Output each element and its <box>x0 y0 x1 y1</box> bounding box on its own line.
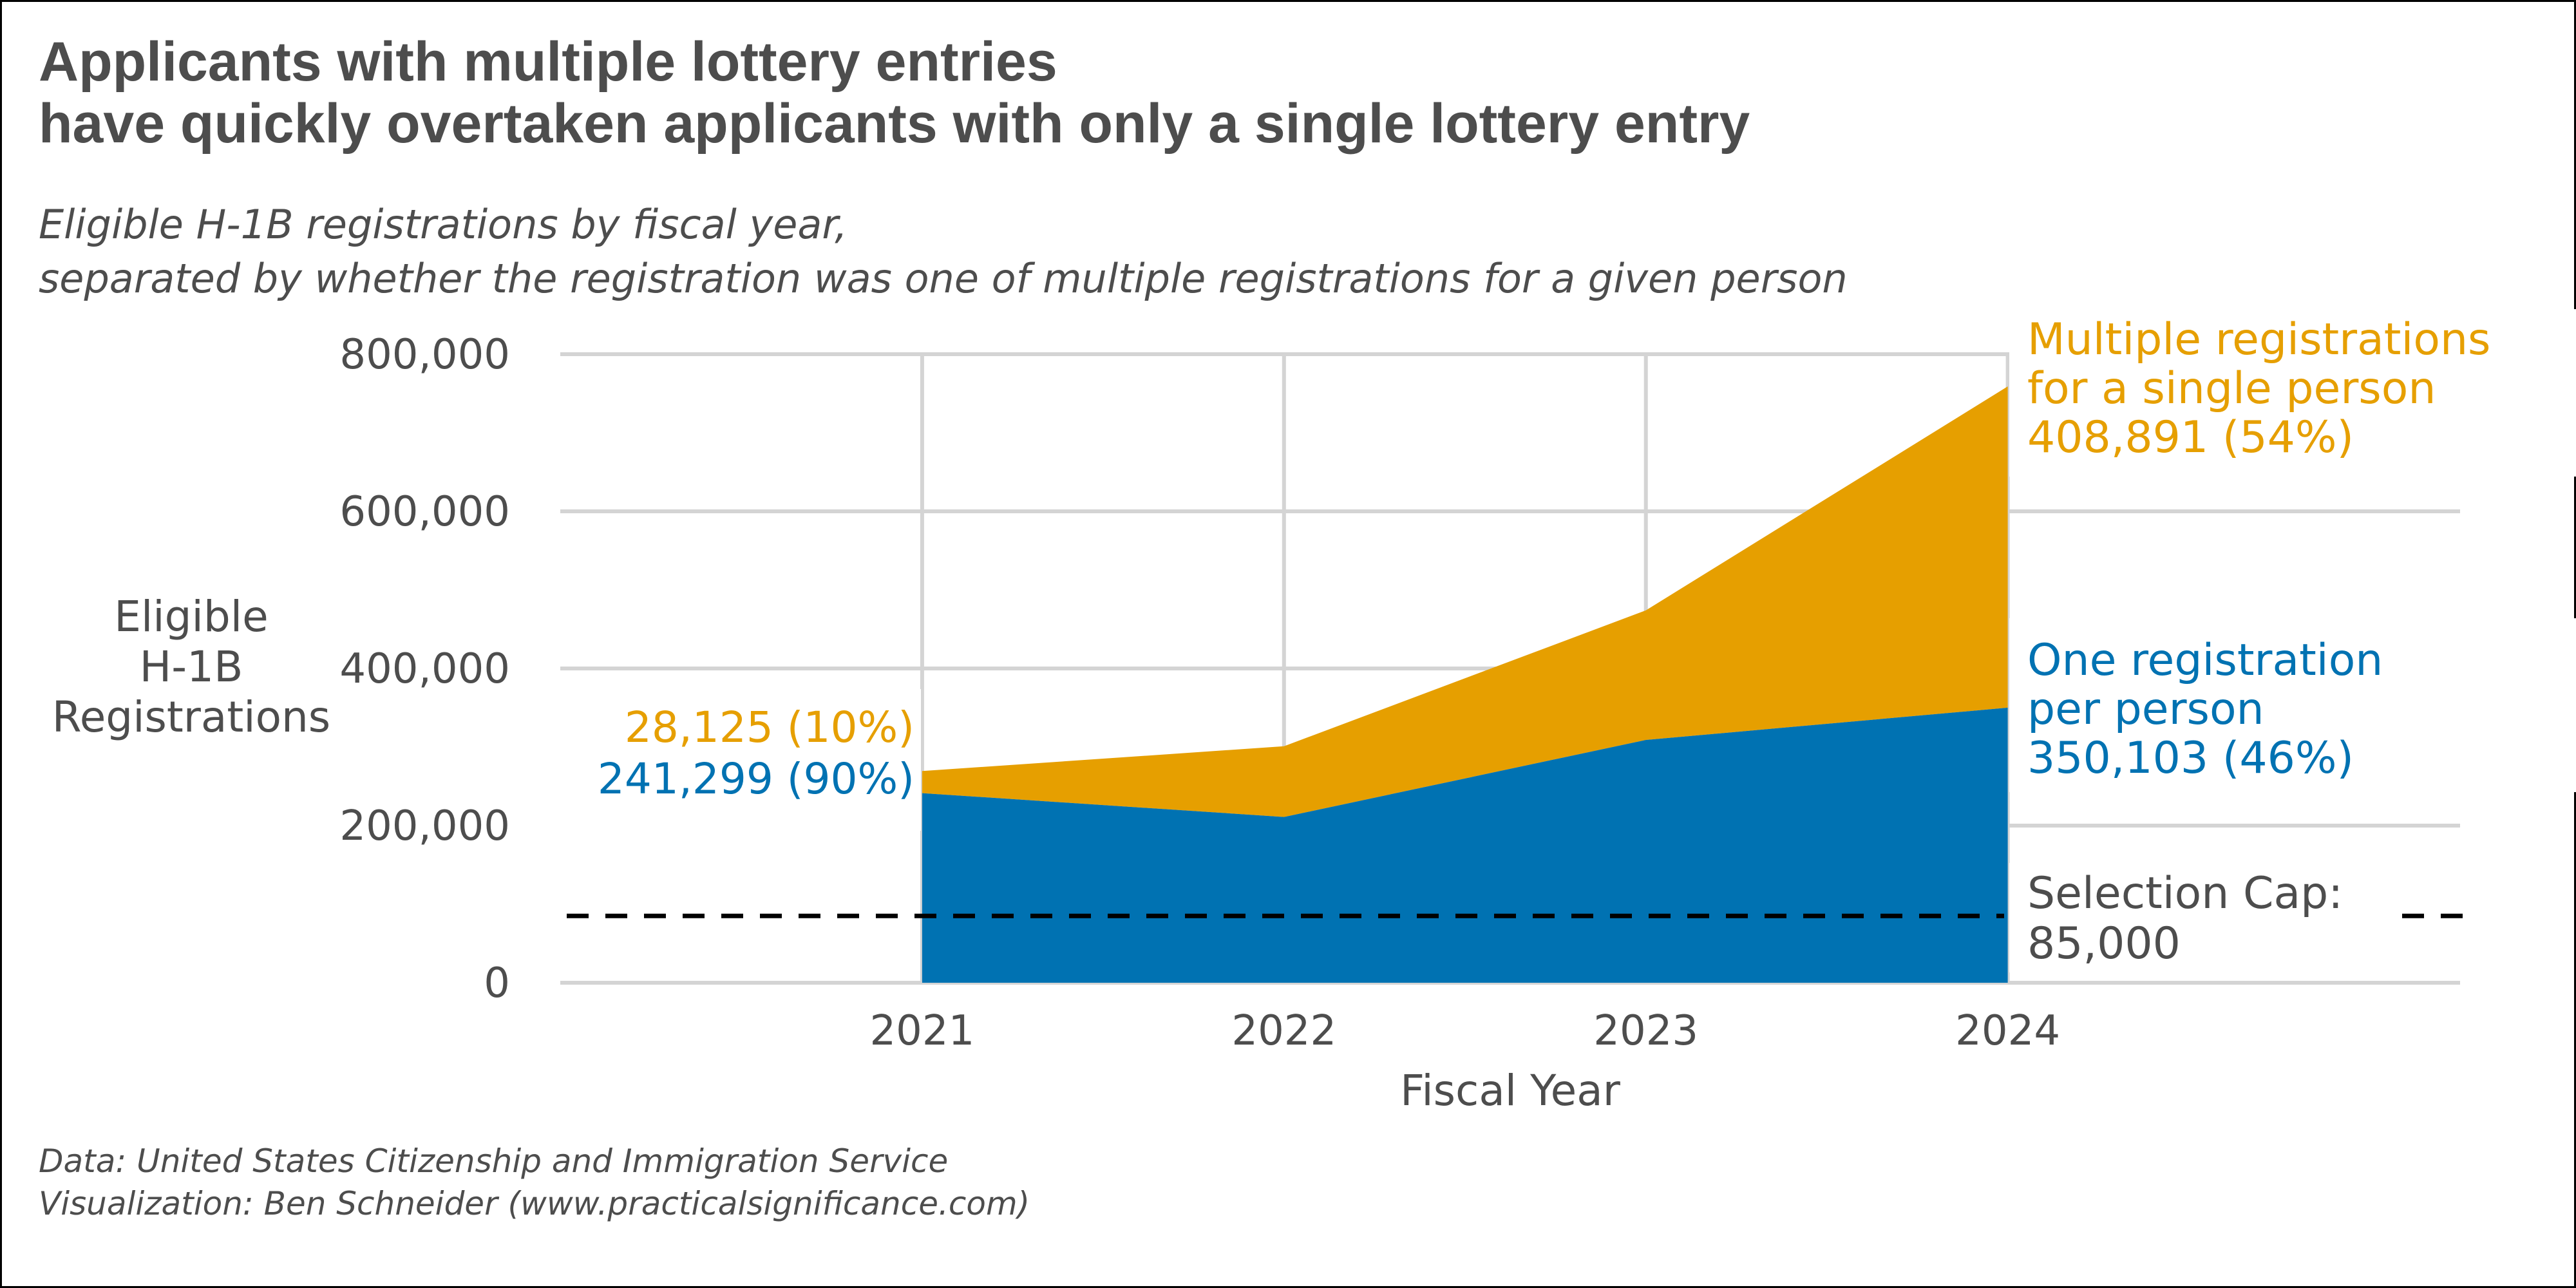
y-tick-label: 400,000 <box>339 645 510 693</box>
series-end-label: per person <box>2027 684 2264 735</box>
chart-title: have quickly overtaken applicants with o… <box>39 93 1750 155</box>
series-end-label: Multiple registrations <box>2027 314 2490 365</box>
chart-subtitle: separated by whether the registration wa… <box>39 255 1848 302</box>
area-series <box>922 386 2008 983</box>
x-tick-label: 2023 <box>1593 1007 1698 1055</box>
chart-caption: Data: United States Citizenship and Immi… <box>39 1142 948 1180</box>
chart-title: Applicants with multiple lottery entries <box>39 31 1057 93</box>
label-background <box>2009 618 2576 792</box>
chart-text: 0 200,000 400,000 600,000 800,000 2021 2022 202… <box>39 31 2490 1222</box>
series-end-label: 408,891 (54%) <box>2027 412 2354 463</box>
y-axis-label: Eligible <box>114 592 268 641</box>
series-end-label: for a single person <box>2027 363 2436 414</box>
chart-caption: Visualization: Ben Schneider (www.practi… <box>39 1185 1030 1222</box>
y-axis-label: Registrations <box>52 692 330 742</box>
y-tick-label: 0 <box>484 960 510 1007</box>
y-axis-label: H-1B <box>140 642 243 692</box>
label-background <box>2009 309 2576 477</box>
x-axis-label: Fiscal Year <box>1400 1066 1621 1115</box>
start-value-label: 28,125 (10%) <box>625 703 914 752</box>
y-tick-label: 800,000 <box>339 331 510 379</box>
y-tick-label: 600,000 <box>339 488 510 536</box>
selection-cap-label: Selection Cap: <box>2027 868 2343 919</box>
x-tick-label: 2021 <box>869 1007 974 1055</box>
label-background <box>560 689 921 831</box>
x-tick-label: 2024 <box>1955 1007 2060 1055</box>
chart-subtitle: Eligible H-1B registrations by fiscal ye… <box>39 201 848 248</box>
area-multiple-registrations <box>922 386 2008 817</box>
series-end-label: 350,103 (46%) <box>2027 733 2354 784</box>
start-value-label: 241,299 (90%) <box>598 754 914 804</box>
series-end-label: One registration <box>2027 635 2383 686</box>
label-background <box>2009 863 2396 972</box>
x-tick-label: 2022 <box>1231 1007 1336 1055</box>
selection-cap-label: 85,000 <box>2027 918 2181 969</box>
y-tick-label: 200,000 <box>339 802 510 850</box>
